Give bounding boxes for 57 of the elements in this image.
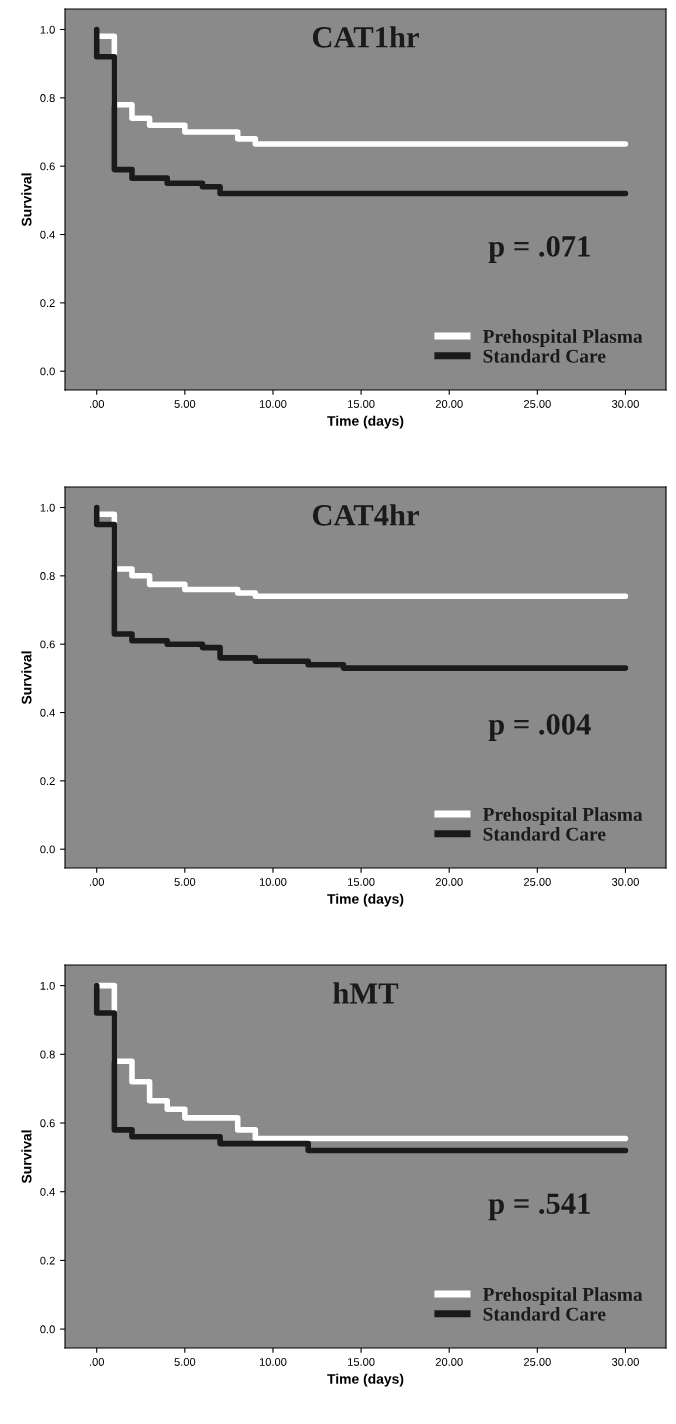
y-tick-label: 0.4 (40, 708, 55, 717)
x-tick-label: 30.00 (611, 878, 639, 886)
x-tick-label: 10.00 (259, 1358, 287, 1366)
x-axis-title: Time (days) (327, 893, 404, 907)
x-tick-label: 15.00 (348, 400, 375, 408)
y-tick-label: 0.2 (40, 777, 55, 785)
y-tick-label: 0.4 (40, 230, 55, 239)
x-tick-label: .00 (90, 1358, 105, 1366)
y-tick-label: 0.2 (40, 299, 55, 307)
y-axis-title: Survival (21, 173, 32, 227)
legend-label: Prehospital Plasma (482, 1287, 643, 1305)
annotation: p = .071 (488, 236, 590, 263)
x-tick-label: 15.00 (348, 878, 375, 886)
y-axis-title: Survival (21, 651, 32, 705)
x-tick-label: .00 (90, 400, 105, 408)
x-tick-label: 20.00 (435, 878, 463, 886)
legend-label: Standard Care (483, 349, 606, 363)
x-tick-label: 5.00 (174, 878, 196, 886)
x-tick-label: 10.00 (259, 400, 287, 408)
y-tick-label: 0.2 (40, 1256, 55, 1265)
x-tick-label: 15.00 (348, 1358, 375, 1366)
y-tick-label: 0.4 (40, 1187, 55, 1196)
y-tick-label: 0.6 (40, 640, 55, 649)
y-tick-label: 1.0 (40, 503, 55, 512)
x-tick-label: 20.00 (435, 400, 463, 408)
y-tick-label: 0.8 (40, 1050, 55, 1059)
x-tick-label: 5.00 (174, 400, 196, 408)
x-tick-label: 20.00 (435, 1358, 463, 1366)
x-tick-label: 30.00 (611, 400, 639, 408)
chart-title: CAT1hr (312, 26, 419, 48)
x-tick-label: 25.00 (524, 1358, 551, 1366)
y-tick-label: 0.6 (40, 1119, 55, 1128)
x-tick-label: 30.00 (611, 1358, 639, 1366)
x-axis-title: Time (days) (327, 1373, 404, 1387)
legend-label: Standard Care (483, 1307, 606, 1321)
annotation: p = .004 (488, 714, 591, 741)
y-tick-label: 0.0 (40, 845, 55, 854)
y-tick-label: 0.0 (40, 367, 55, 376)
x-tick-label: .00 (90, 878, 105, 886)
legend-label: Standard Care (483, 827, 606, 841)
y-tick-label: 1.0 (40, 25, 55, 34)
x-tick-label: 25.00 (524, 400, 551, 408)
chart-title: hMT (333, 982, 399, 1004)
x-tick-label: 10.00 (259, 878, 287, 886)
legend-label: Prehospital Plasma (482, 807, 643, 825)
y-tick-label: 0.8 (40, 94, 55, 102)
chart-title: CAT4hr (312, 504, 419, 526)
legend-label: Prehospital Plasma (482, 329, 643, 347)
y-tick-label: 0.6 (40, 162, 55, 171)
y-axis-title: Survival (21, 1130, 32, 1184)
annotation: p = .541 (488, 1193, 590, 1221)
y-tick-label: 1.0 (40, 981, 55, 990)
x-axis-title: Time (days) (327, 415, 404, 429)
y-tick-label: 0.8 (40, 572, 55, 580)
y-tick-label: 0.0 (40, 1325, 55, 1334)
x-tick-label: 5.00 (174, 1358, 196, 1366)
x-tick-label: 25.00 (524, 878, 551, 886)
